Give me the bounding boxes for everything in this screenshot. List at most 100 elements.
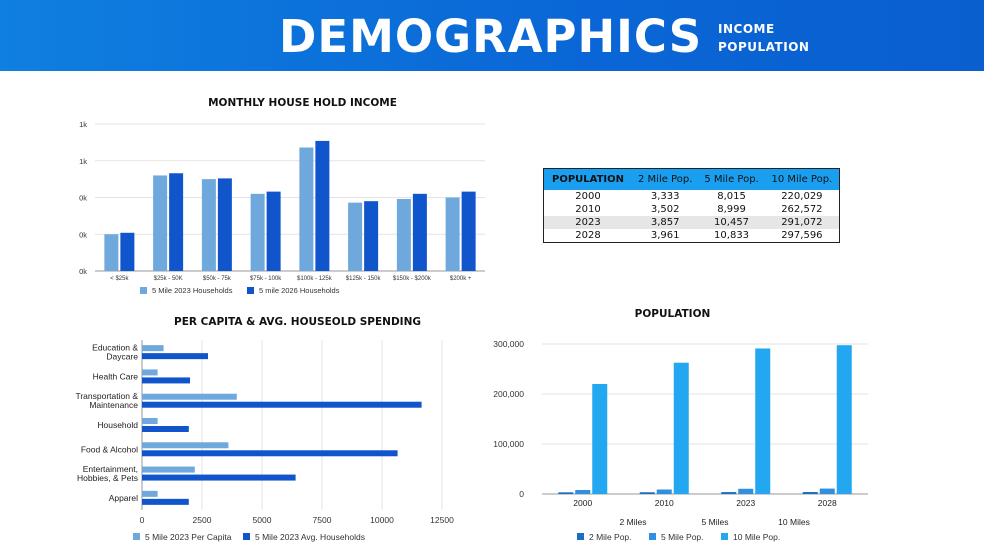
y-tick-label: 0k bbox=[79, 194, 87, 203]
table-row: 2000 3,333 8,015 220,029 bbox=[544, 190, 840, 203]
y-tick-label: 300,000 bbox=[493, 339, 524, 349]
x-tick-label: $50k - 75k bbox=[203, 276, 232, 282]
table-row: 2028 3,961 10,833 297,596 bbox=[544, 229, 840, 243]
income-bar bbox=[250, 193, 265, 271]
page-title: DEMOGRAPHICS bbox=[279, 10, 703, 63]
header-banner: DEMOGRAPHICS INCOME POPULATION bbox=[0, 0, 984, 71]
population-bar bbox=[592, 383, 608, 494]
y-tick-label: 0 bbox=[519, 489, 524, 499]
x-tick-label: 2500 bbox=[193, 515, 212, 525]
x-tick-label: 2000 bbox=[573, 498, 592, 508]
x-tick-label: < $25k bbox=[110, 276, 129, 282]
spending-bar bbox=[142, 377, 190, 384]
y-tick-label: 100,000 bbox=[493, 439, 524, 449]
spending-bar bbox=[142, 345, 164, 352]
income-bar bbox=[461, 191, 476, 271]
population-bar bbox=[721, 492, 737, 494]
income-bar bbox=[396, 198, 411, 271]
x-tick-label: $150k - $200k bbox=[393, 276, 432, 282]
population-bar bbox=[575, 489, 591, 494]
spending-bar bbox=[142, 442, 229, 449]
axis-group-label: 10 Miles bbox=[778, 517, 810, 527]
population-bar bbox=[836, 345, 852, 494]
spending-bar bbox=[142, 353, 208, 360]
legend-label: 5 Mile Pop. bbox=[661, 532, 704, 542]
population-table: POPULATION 2 Mile Pop. 5 Mile Pop. 10 Mi… bbox=[543, 168, 840, 243]
table-header-cell: POPULATION bbox=[543, 168, 633, 190]
legend-swatch bbox=[133, 533, 140, 540]
income-bar bbox=[364, 201, 379, 271]
x-tick-label: $125k - 150k bbox=[346, 276, 382, 282]
population-bar bbox=[558, 492, 574, 494]
x-tick-label: 10000 bbox=[370, 515, 394, 525]
legend-label: 10 Mile Pop. bbox=[733, 532, 780, 542]
table-cell: 10,833 bbox=[714, 230, 750, 241]
income-bar bbox=[412, 193, 427, 271]
spending-bar bbox=[142, 450, 398, 457]
legend-swatch bbox=[140, 287, 147, 294]
x-tick-label: $100k - 125k bbox=[297, 276, 333, 282]
population-chart-title: POPULATION bbox=[634, 308, 711, 320]
y-tick-label: Food & Alcohol bbox=[81, 444, 138, 454]
header-subtitle-population: POPULATION bbox=[718, 40, 810, 54]
spending-bar bbox=[142, 498, 189, 505]
table-cell: 8,999 bbox=[717, 204, 746, 215]
x-tick-label: 7500 bbox=[313, 515, 332, 525]
table-cell: 2000 bbox=[575, 191, 601, 202]
table-cell: 2010 bbox=[575, 204, 601, 215]
y-tick-label: 200,000 bbox=[493, 389, 524, 399]
income-bar bbox=[120, 232, 135, 271]
spending-bar bbox=[142, 426, 189, 432]
legend-label: 5 Mile 2023 Per Capita bbox=[145, 532, 232, 542]
y-tick-label: Household bbox=[97, 420, 138, 430]
table-cell: 291,072 bbox=[764, 216, 840, 229]
spending-chart: 0 2500 5000 7500 10000 12500 Education & Daycar… bbox=[75, 340, 454, 542]
income-bar bbox=[315, 140, 330, 271]
legend-label: 5 mile 2026 Households bbox=[259, 286, 340, 295]
legend-swatch bbox=[577, 533, 584, 540]
x-tick-label: 2028 bbox=[818, 498, 837, 508]
table-cell: 2028 bbox=[575, 230, 601, 241]
spending-bar bbox=[142, 401, 422, 408]
spending-bar bbox=[142, 474, 296, 481]
income-bar bbox=[217, 178, 232, 271]
income-bar bbox=[445, 197, 460, 271]
x-tick-label: 2010 bbox=[655, 498, 674, 508]
x-tick-label: 2023 bbox=[736, 498, 755, 508]
x-tick-label: 5000 bbox=[253, 515, 272, 525]
population-bar bbox=[738, 488, 754, 494]
x-tick-label: 12500 bbox=[430, 515, 454, 525]
table-cell: 262,572 bbox=[781, 204, 823, 215]
population-bar bbox=[755, 348, 771, 494]
x-tick-label: 0 bbox=[140, 515, 145, 525]
legend-label: 2 Mile Pop. bbox=[589, 532, 632, 542]
income-bar bbox=[153, 175, 168, 271]
table-row: 2010 3,502 8,999 262,572 bbox=[544, 203, 840, 216]
table-header-cell: 2 Mile Pop. bbox=[632, 168, 699, 190]
table-cell: 3,857 bbox=[632, 216, 699, 229]
y-tick-label: Transportation & Maintenance bbox=[75, 391, 138, 410]
x-tick-label: $25k - 50K bbox=[154, 276, 183, 282]
population-bar bbox=[656, 489, 672, 494]
table-cell: 10,457 bbox=[698, 216, 765, 229]
spending-bar bbox=[142, 466, 195, 473]
spending-bar bbox=[142, 369, 158, 376]
table-cell: 220,029 bbox=[781, 191, 823, 202]
y-tick-label: Apparel bbox=[109, 493, 138, 503]
y-tick-label: Education & Daycare bbox=[92, 343, 138, 362]
table-header-cell: 5 Mile Pop. bbox=[698, 168, 765, 190]
population-bar bbox=[802, 492, 818, 494]
spending-bar bbox=[142, 490, 158, 497]
income-bar bbox=[299, 147, 314, 271]
population-bar bbox=[639, 492, 655, 494]
axis-group-label: 5 Miles bbox=[702, 517, 729, 527]
population-bar bbox=[819, 488, 835, 494]
legend-label: 5 Mile 2023 Avg. Households bbox=[255, 532, 365, 542]
y-tick-label: 0k bbox=[79, 230, 87, 239]
population-chart: 0 100,000 200,000 300,000 2000 2010 2023 2028 2 … bbox=[493, 339, 868, 542]
table-cell: 8,015 bbox=[717, 191, 746, 202]
x-tick-label: $75k - 100k bbox=[250, 276, 282, 282]
income-chart: 0k 0k 0k 1k 1k < $25k $25k - 50K $50k - 75k $75k… bbox=[79, 120, 485, 295]
income-chart-title: MONTHLY HOUSE HOLD INCOME bbox=[208, 97, 397, 109]
income-bar bbox=[201, 179, 216, 271]
